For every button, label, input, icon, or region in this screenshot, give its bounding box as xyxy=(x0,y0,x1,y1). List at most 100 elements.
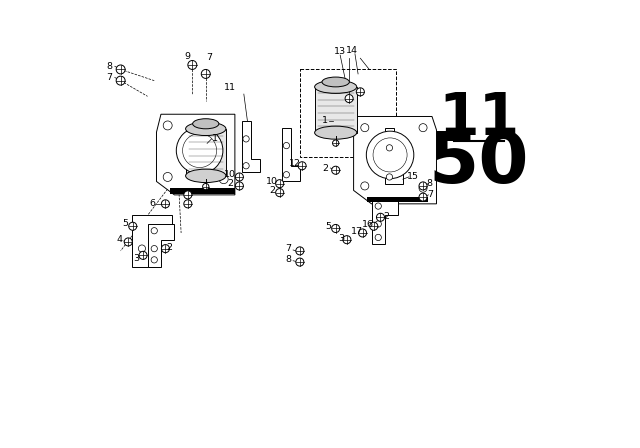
Polygon shape xyxy=(132,215,172,267)
Circle shape xyxy=(236,182,243,190)
Circle shape xyxy=(387,145,392,151)
Circle shape xyxy=(366,131,414,179)
Text: 8: 8 xyxy=(106,62,113,71)
Text: 9: 9 xyxy=(185,52,191,60)
Text: 1: 1 xyxy=(212,134,218,143)
Circle shape xyxy=(188,60,197,69)
Circle shape xyxy=(333,140,339,146)
Text: 12: 12 xyxy=(289,159,301,168)
Ellipse shape xyxy=(186,169,226,183)
Ellipse shape xyxy=(322,77,349,87)
Polygon shape xyxy=(157,114,235,195)
Circle shape xyxy=(129,222,137,230)
Circle shape xyxy=(116,76,125,85)
Circle shape xyxy=(182,134,216,168)
Text: 8: 8 xyxy=(427,179,433,188)
Circle shape xyxy=(151,246,157,252)
Circle shape xyxy=(163,121,172,130)
Circle shape xyxy=(163,172,172,181)
Circle shape xyxy=(243,136,249,142)
Circle shape xyxy=(332,166,340,174)
Text: 7: 7 xyxy=(427,190,433,199)
Circle shape xyxy=(343,236,351,244)
Circle shape xyxy=(124,238,132,246)
Circle shape xyxy=(184,200,192,208)
Bar xyxy=(315,87,356,133)
Circle shape xyxy=(373,138,407,172)
Bar xyxy=(186,129,226,176)
Circle shape xyxy=(276,189,284,197)
Text: 5: 5 xyxy=(325,222,331,231)
Circle shape xyxy=(419,184,427,192)
Text: 1: 1 xyxy=(321,116,328,125)
Ellipse shape xyxy=(315,126,356,139)
Text: 16: 16 xyxy=(362,220,374,229)
Text: 50: 50 xyxy=(429,129,529,198)
Text: 15: 15 xyxy=(407,172,419,181)
Circle shape xyxy=(358,229,367,237)
Polygon shape xyxy=(371,199,398,244)
Circle shape xyxy=(151,257,157,263)
Text: 11: 11 xyxy=(223,83,236,92)
Text: 3: 3 xyxy=(338,234,344,243)
Circle shape xyxy=(345,95,353,103)
Circle shape xyxy=(419,193,427,201)
Circle shape xyxy=(151,228,157,234)
Circle shape xyxy=(284,172,289,178)
Circle shape xyxy=(296,247,304,255)
Circle shape xyxy=(361,182,369,190)
Circle shape xyxy=(387,174,392,180)
Circle shape xyxy=(375,203,381,209)
Text: 7: 7 xyxy=(106,73,113,82)
Ellipse shape xyxy=(186,122,226,136)
Circle shape xyxy=(276,180,284,188)
Bar xyxy=(170,188,235,194)
Circle shape xyxy=(284,142,289,149)
Circle shape xyxy=(370,222,378,230)
Polygon shape xyxy=(242,121,260,172)
Text: 4: 4 xyxy=(116,235,122,244)
Circle shape xyxy=(138,245,145,252)
Circle shape xyxy=(375,234,381,241)
Circle shape xyxy=(375,221,381,227)
Text: 10: 10 xyxy=(266,177,278,186)
Circle shape xyxy=(161,200,170,208)
Circle shape xyxy=(356,88,364,96)
Text: 13: 13 xyxy=(334,47,346,56)
Text: 11: 11 xyxy=(438,90,520,147)
Text: 5: 5 xyxy=(122,219,128,228)
Circle shape xyxy=(361,124,369,132)
Bar xyxy=(300,69,396,157)
Text: 8: 8 xyxy=(285,255,292,264)
Text: 17: 17 xyxy=(351,227,363,236)
Polygon shape xyxy=(385,128,403,184)
Circle shape xyxy=(419,182,427,190)
Circle shape xyxy=(201,69,210,78)
Text: 10: 10 xyxy=(225,170,236,179)
Text: 6: 6 xyxy=(149,199,155,208)
Text: 2: 2 xyxy=(323,164,328,172)
Circle shape xyxy=(419,124,427,132)
Text: 2: 2 xyxy=(166,243,172,252)
Polygon shape xyxy=(353,116,436,204)
Circle shape xyxy=(332,224,340,233)
Polygon shape xyxy=(148,224,174,267)
Text: 2: 2 xyxy=(269,186,275,195)
Ellipse shape xyxy=(193,119,219,129)
Text: 2: 2 xyxy=(383,212,389,221)
Text: 14: 14 xyxy=(346,46,358,55)
Text: 7: 7 xyxy=(206,53,212,62)
Circle shape xyxy=(298,162,306,170)
Circle shape xyxy=(236,173,243,181)
Text: 3: 3 xyxy=(133,254,139,263)
Circle shape xyxy=(176,127,223,174)
Circle shape xyxy=(243,163,249,169)
Circle shape xyxy=(116,65,125,74)
Circle shape xyxy=(161,245,170,253)
Text: 7: 7 xyxy=(285,244,292,253)
Circle shape xyxy=(296,258,304,266)
Polygon shape xyxy=(282,128,300,181)
Circle shape xyxy=(219,175,228,184)
Text: 2: 2 xyxy=(227,179,234,188)
Bar xyxy=(367,197,428,202)
